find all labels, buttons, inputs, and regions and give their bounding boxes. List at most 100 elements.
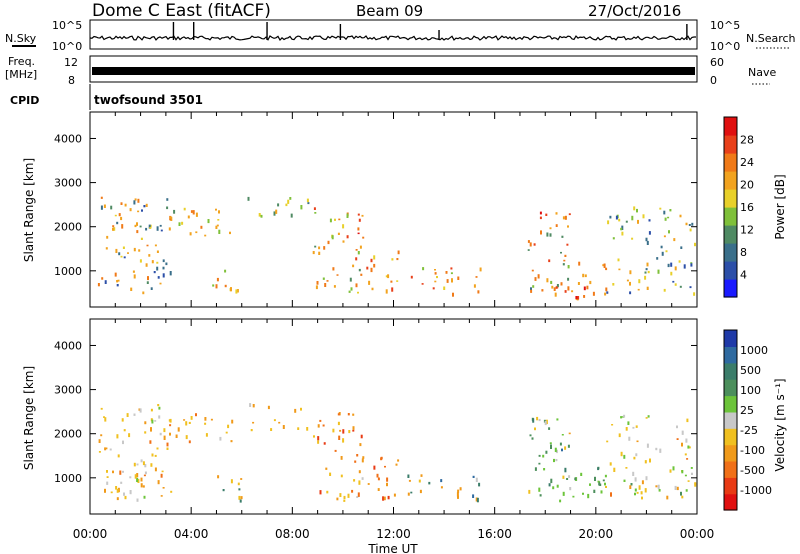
echo-cell [343, 499, 346, 502]
echo-cell [638, 279, 641, 284]
echo-cell [170, 490, 173, 493]
echo-cell [294, 408, 297, 413]
echo-cell [555, 449, 558, 454]
echo-cell [669, 209, 672, 212]
echo-cell [554, 447, 557, 452]
echo-cell [618, 268, 621, 271]
colorbar-tick-label: 20 [740, 179, 754, 192]
echo-cell [633, 456, 636, 460]
echo-cell [546, 232, 549, 237]
echo-cell [632, 426, 635, 429]
colorbar-tick-label: 24 [740, 156, 754, 169]
echo-cell [567, 444, 570, 448]
echo-cell [545, 213, 548, 216]
echo-cell [359, 245, 362, 249]
echo-cell [346, 213, 349, 218]
time-axis-labels: 00:00 04:00 08:00 12:00 16:00 20:00 00:00 [73, 527, 715, 541]
echo-cell [361, 477, 364, 480]
echo-cell [554, 292, 557, 297]
echo-cell [421, 283, 424, 285]
echo-cell [575, 296, 578, 300]
echo-cell [117, 454, 120, 458]
echo-cell [674, 485, 677, 490]
echo-cell [260, 214, 263, 218]
echo-cell [100, 196, 103, 199]
colorbar-swatch [724, 428, 737, 446]
echo-cell [355, 249, 358, 251]
echo-cell [185, 435, 188, 440]
echo-cell [138, 408, 141, 411]
colorbar-swatch [724, 346, 737, 364]
noise-tick-bot-right: 10^0 [710, 40, 740, 53]
echo-cell [674, 266, 677, 271]
echo-cell [115, 248, 118, 253]
colorbar-swatch [724, 379, 737, 397]
echo-cell [322, 424, 325, 427]
echo-cell [559, 499, 562, 503]
echo-cell [116, 497, 119, 501]
echo-cell [362, 236, 365, 239]
echo-cell [252, 421, 255, 424]
echo-cell [353, 479, 356, 482]
echo-cell [681, 442, 683, 447]
echo-cell [597, 480, 600, 483]
echo-cell [385, 289, 388, 294]
y-tick-label: 4000 [54, 132, 82, 145]
echo-cell [577, 296, 580, 300]
echo-cell [145, 203, 148, 207]
echo-cell [323, 442, 326, 445]
echo-cell [532, 285, 535, 288]
echo-cell [116, 221, 119, 225]
echo-cell [443, 286, 446, 290]
echo-cell [553, 287, 556, 291]
echo-cell [158, 415, 161, 419]
echo-cell [240, 496, 243, 500]
echo-cell [212, 284, 215, 287]
echo-cell [637, 288, 640, 291]
echo-cell [339, 493, 342, 497]
echo-cell [373, 255, 376, 260]
echo-cell [592, 291, 595, 296]
echo-cell [313, 207, 316, 210]
echo-cell [587, 493, 590, 499]
colorbar-tick-label: 4 [740, 269, 747, 282]
echo-cell [183, 207, 186, 211]
echo-cell [270, 428, 273, 431]
echo-cell [668, 230, 670, 234]
echo-cell [227, 424, 230, 429]
echo-cell [605, 267, 608, 271]
echo-cell [635, 425, 638, 428]
echo-cell [355, 283, 358, 288]
noise-tick-top-left: 10^5 [52, 19, 82, 32]
echo-cell [360, 434, 363, 439]
echo-cell [564, 215, 567, 220]
echo-cell [195, 413, 197, 417]
echo-cell [564, 290, 567, 293]
echo-cell [156, 250, 159, 253]
echo-cell [457, 489, 460, 493]
echo-cell [475, 497, 478, 502]
echo-cell [633, 206, 636, 211]
echo-cell [116, 488, 119, 493]
echo-cell [577, 282, 580, 285]
echo-cell [136, 498, 139, 502]
echo-cell [162, 259, 165, 263]
echo-cell [165, 262, 168, 266]
echo-cell [555, 224, 558, 227]
echo-cell [527, 240, 530, 243]
echo-cell [541, 289, 544, 292]
echo-cell [332, 428, 335, 433]
colorbar-swatch [724, 207, 737, 226]
echo-cell [549, 233, 552, 237]
echo-cell [397, 459, 400, 462]
echo-cell [567, 225, 569, 228]
echo-cell [109, 448, 112, 451]
echo-cell [446, 279, 449, 283]
echo-cell [569, 487, 572, 491]
echo-cell [275, 209, 278, 214]
nave-band [92, 67, 695, 75]
echo-cell [142, 461, 145, 466]
echo-cell [645, 417, 648, 419]
echo-cell [407, 492, 410, 496]
echo-cell [610, 492, 612, 497]
